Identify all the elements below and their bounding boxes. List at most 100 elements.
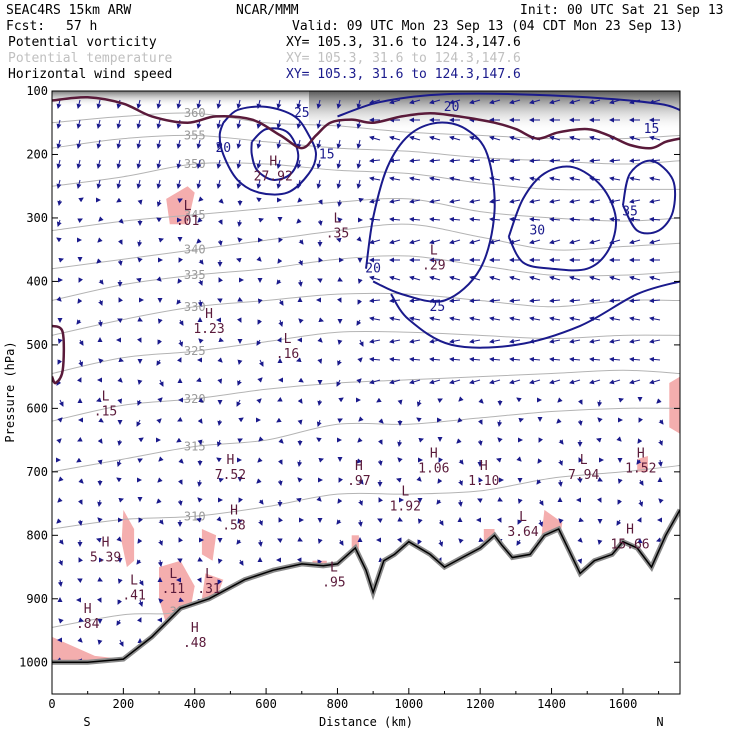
wind-vector — [369, 176, 381, 182]
wind-vector — [236, 99, 242, 109]
wind-vector — [158, 539, 163, 546]
wind-vector — [136, 159, 142, 169]
pv-extremum-value: 3.64 — [507, 525, 538, 540]
wind-vector — [196, 139, 202, 149]
wind-vector — [238, 559, 244, 566]
wind-vector — [278, 237, 284, 243]
wind-vector — [317, 219, 323, 226]
wind-vector — [117, 259, 123, 266]
wind-vector — [257, 457, 263, 463]
wind-vector — [496, 517, 502, 523]
wind-vector — [409, 239, 421, 245]
wind-vector — [217, 239, 223, 246]
wind-vector — [469, 158, 481, 164]
y-tick-label: 100 — [26, 84, 48, 98]
wind-vector — [76, 159, 82, 169]
wind-vector — [629, 379, 641, 385]
x-tick-label: 1000 — [394, 697, 423, 711]
wind-vector — [316, 437, 322, 443]
wind-vector — [636, 459, 642, 465]
wind-vector — [337, 276, 343, 282]
wind-vector — [656, 537, 662, 543]
wind-vector — [589, 298, 601, 304]
wind-vector — [196, 159, 202, 169]
theta-contour-label: 325 — [184, 344, 206, 358]
theta-contour — [52, 330, 680, 374]
wind-vector — [577, 419, 583, 426]
wind-vector — [469, 198, 481, 204]
wind-vector — [156, 99, 162, 109]
wind-vector — [97, 639, 103, 645]
wind-vector — [216, 439, 222, 447]
wind-vector — [658, 439, 663, 446]
wind-vector — [489, 356, 501, 362]
wind-vector — [489, 135, 501, 141]
wind-contour-label: 35 — [622, 205, 638, 220]
legend-wind-xy: XY= 105.3, 31.6 to 124.3,147.6 — [286, 67, 521, 82]
wind-vector — [529, 216, 541, 222]
wind-vector — [389, 176, 401, 182]
wind-vector — [449, 99, 461, 105]
wind-vector — [117, 239, 123, 245]
pv-extremum-value: 1.92 — [390, 500, 421, 515]
wind-vector — [429, 158, 441, 164]
wind-vector — [118, 297, 124, 303]
wind-vector — [458, 459, 464, 465]
wind-vector — [356, 179, 362, 189]
wind-vector — [369, 198, 381, 204]
wind-vector — [369, 338, 381, 344]
wind-vector — [296, 159, 302, 169]
wind-vector — [56, 219, 62, 227]
wind-vector — [597, 399, 603, 407]
plot-frame — [51, 90, 681, 695]
wind-vector — [236, 539, 242, 545]
wind-vector — [369, 356, 381, 362]
wind-vector — [236, 159, 242, 169]
wind-vector — [117, 318, 123, 324]
wind-vector — [217, 558, 223, 564]
wind-vector — [336, 237, 342, 243]
wind-vector — [389, 216, 401, 222]
wind-vector — [389, 135, 401, 141]
wind-vector — [58, 257, 64, 263]
wind-vector — [98, 417, 104, 423]
wind-vector — [497, 496, 503, 502]
wind-vector — [609, 316, 621, 322]
wind-vector — [609, 356, 621, 362]
wind-vector — [449, 298, 461, 304]
wind-vector — [609, 158, 621, 164]
theta-contour-label: 315 — [184, 439, 206, 453]
wind-vector — [76, 377, 82, 383]
wind-vector — [297, 477, 303, 483]
wind-vector — [356, 378, 362, 384]
wind-contour-label: 20 — [215, 141, 231, 156]
wind-vector — [96, 159, 102, 169]
pv-extremum-value: .58 — [222, 519, 245, 534]
wind-vector — [216, 159, 222, 169]
wind-vector — [256, 478, 262, 484]
pv-extremum-value: .29 — [422, 258, 445, 273]
wind-vector — [78, 478, 84, 484]
wind-speed-contour — [250, 127, 300, 181]
wind-vector — [156, 119, 162, 129]
wind-vector — [197, 299, 203, 307]
wind-vector — [77, 519, 83, 526]
wind-vector — [237, 518, 243, 524]
wind-vector — [258, 359, 264, 367]
wind-vector — [358, 479, 364, 485]
wind-vector — [569, 298, 581, 304]
wind-vector — [277, 479, 283, 486]
wind-vector — [276, 417, 282, 423]
wind-vector — [429, 356, 441, 362]
pv-extremum-type: H — [230, 504, 238, 519]
wind-speed-contour — [365, 121, 496, 303]
wind-vector — [196, 99, 202, 109]
fcst-label: Fcst: — [6, 19, 46, 34]
pv-extremum-type: H — [226, 453, 234, 468]
pv-extremum-type: L — [519, 510, 527, 525]
wind-vector — [489, 99, 501, 105]
wind-vector — [549, 198, 561, 204]
wind-vector — [429, 99, 441, 105]
wind-vector — [198, 196, 204, 202]
pv-extremum-type: L — [284, 332, 292, 347]
